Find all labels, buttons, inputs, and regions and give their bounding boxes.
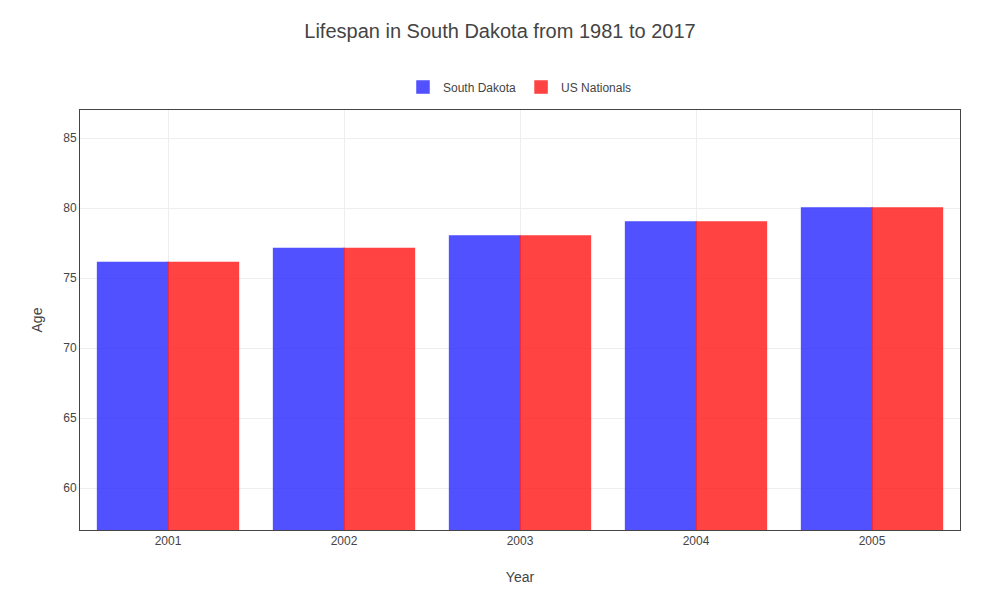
svg-text:75: 75 (63, 271, 77, 285)
svg-text:60: 60 (63, 481, 77, 495)
svg-text:80: 80 (63, 201, 77, 215)
svg-text:2001: 2001 (155, 534, 182, 548)
svg-text:2005: 2005 (859, 534, 886, 548)
svg-text:2004: 2004 (683, 534, 710, 548)
svg-text:South Dakota: South Dakota (443, 81, 516, 95)
svg-text:70: 70 (63, 341, 77, 355)
svg-text:2003: 2003 (507, 534, 534, 548)
svg-text:US Nationals: US Nationals (561, 81, 631, 95)
svg-text:2002: 2002 (331, 534, 358, 548)
svg-text:Year: Year (506, 569, 535, 585)
svg-text:Lifespan in South Dakota from: Lifespan in South Dakota from 1981 to 20… (304, 20, 695, 42)
svg-text:65: 65 (63, 411, 77, 425)
svg-text:85: 85 (63, 131, 77, 145)
svg-text:Age: Age (29, 307, 45, 332)
